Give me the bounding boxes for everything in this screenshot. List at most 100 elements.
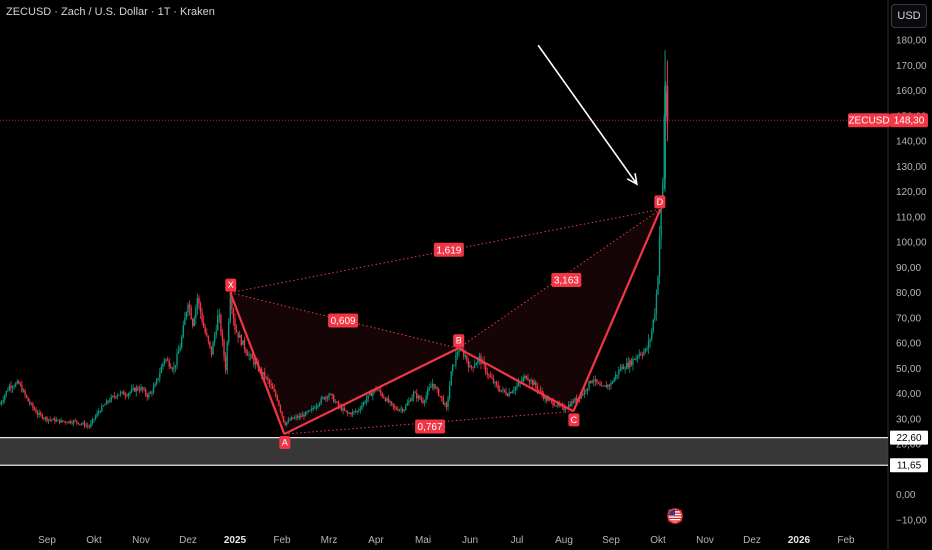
candle-body <box>563 406 565 411</box>
candle-body <box>52 418 54 420</box>
candle-body <box>630 360 633 365</box>
candle-body <box>40 412 42 415</box>
candle-body <box>311 408 313 411</box>
candle-body <box>662 184 664 203</box>
us-flag-icon[interactable] <box>667 508 683 524</box>
price-tick-label: −10,00 <box>896 515 927 526</box>
candle-body <box>90 422 92 427</box>
candle-body <box>159 373 161 379</box>
candle-body <box>436 387 438 389</box>
candle-body <box>152 386 155 393</box>
candle-body <box>463 350 465 357</box>
candle-body <box>467 360 470 368</box>
candle-body <box>240 335 242 345</box>
candle-body <box>398 409 401 411</box>
candle-body <box>649 339 651 341</box>
candle-body <box>248 355 250 357</box>
flag-stripe <box>668 520 682 522</box>
candle-body <box>4 395 6 400</box>
candle-body <box>655 294 658 314</box>
candle-body <box>141 387 144 390</box>
candle-body <box>27 397 29 402</box>
pattern-ratio-line-xd <box>230 208 661 294</box>
candle-body <box>251 354 253 359</box>
candle-body <box>419 395 421 399</box>
candle-body <box>323 397 325 400</box>
candle-body <box>218 314 221 316</box>
candle-body <box>190 307 192 320</box>
candle-body <box>395 408 398 410</box>
price-tick-label: 100,00 <box>896 238 927 249</box>
candle-body <box>47 419 50 421</box>
candle-body <box>148 393 150 398</box>
candle-body <box>38 412 40 415</box>
time-tick-label: 2026 <box>788 535 811 546</box>
candle-body <box>174 364 177 368</box>
candle-body <box>625 362 628 369</box>
candle-body <box>378 390 380 392</box>
candle-body <box>282 416 285 423</box>
candle-body <box>585 390 587 392</box>
candle-body <box>32 403 34 408</box>
candle-body <box>489 375 492 378</box>
candle-body <box>270 383 272 386</box>
pattern-point-box <box>568 413 580 427</box>
candle-body <box>83 422 86 427</box>
candle-body <box>552 400 554 406</box>
candle-body <box>491 377 493 379</box>
candle-body <box>593 380 595 382</box>
price-axis[interactable]: 180,00170,00160,00150,00140,00130,00120,… <box>896 36 927 527</box>
candle-body <box>640 353 642 355</box>
candle-body <box>301 414 304 417</box>
time-tick-label: Mai <box>415 535 431 546</box>
ratio-label: 3,163 <box>551 273 582 288</box>
candle-body <box>287 419 289 423</box>
candle-body <box>591 380 593 383</box>
candle-body <box>513 390 515 392</box>
time-axis[interactable]: Sep Okt Nov Dez 2025 Feb Mrz Apr Mai Jun Jul Aug Sep… <box>38 535 855 546</box>
candle-body <box>170 366 172 369</box>
candle-body <box>397 409 399 411</box>
candle-body <box>143 389 145 391</box>
candle-body <box>619 369 622 371</box>
candle-body <box>557 403 559 406</box>
candle-body <box>350 413 352 415</box>
candle-body <box>60 420 62 423</box>
candle-body <box>273 388 275 392</box>
candle-body <box>466 355 468 361</box>
price-tick-label: 110,00 <box>896 212 926 223</box>
candle-body <box>596 379 598 383</box>
candle-body <box>77 422 80 425</box>
candle-body <box>535 382 537 387</box>
candle-body <box>342 408 344 411</box>
candle-body <box>417 395 419 399</box>
candle-body <box>94 416 97 420</box>
candle-body <box>508 392 510 397</box>
candle-body <box>232 309 235 319</box>
candle-body <box>643 351 645 355</box>
candle-body <box>260 368 263 375</box>
time-tick-label: Mrz <box>321 535 338 546</box>
candle-body <box>41 414 43 419</box>
candlestick-series <box>0 50 669 429</box>
candle-body <box>500 390 503 392</box>
candle-body <box>477 358 479 364</box>
arrow-head <box>626 173 638 186</box>
candle-body <box>182 325 184 338</box>
candle-body <box>568 404 570 409</box>
support-zone-box <box>0 437 888 466</box>
candle-body <box>176 353 178 365</box>
candle-body <box>224 356 227 371</box>
candle-body <box>118 394 120 396</box>
candle-body <box>586 388 589 391</box>
candle-body <box>453 364 456 366</box>
candle-body <box>80 423 83 425</box>
chart-title: ZECUSD · Zach / U.S. Dollar · 1T · Krake… <box>6 6 215 18</box>
candle-body <box>458 350 460 353</box>
support-zone <box>0 436 888 466</box>
candle-body <box>564 409 567 411</box>
currency-button[interactable]: USD <box>891 4 927 28</box>
candle-body <box>364 402 366 404</box>
candle-body <box>411 397 413 401</box>
